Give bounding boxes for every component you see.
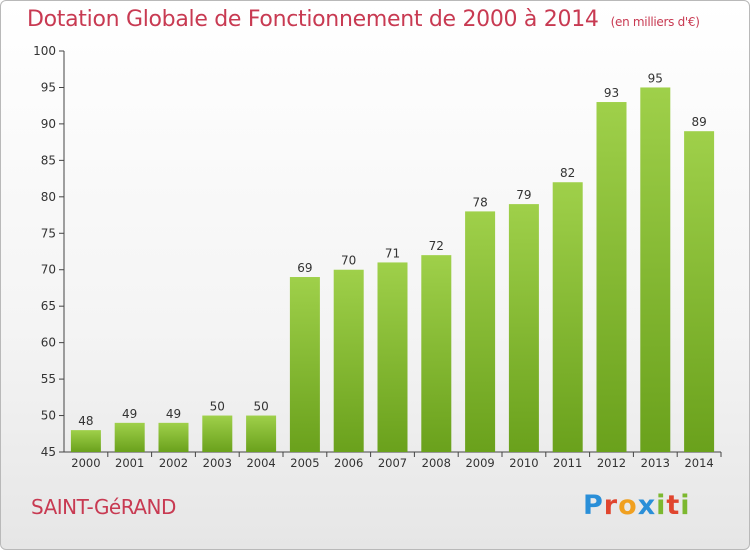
commune-name: SAINT-GéRAND xyxy=(31,495,176,519)
bar xyxy=(465,211,496,452)
x-tick-label: 2003 xyxy=(203,456,232,470)
y-tick-label: 100 xyxy=(33,44,56,58)
bar-value-label: 78 xyxy=(472,195,487,209)
bar-value-label: 70 xyxy=(341,254,356,268)
x-tick-label: 2011 xyxy=(553,456,582,470)
y-tick-label: 80 xyxy=(41,190,56,204)
bar-value-label: 72 xyxy=(429,239,444,253)
logo-letter: x xyxy=(637,490,657,521)
y-tick-label: 65 xyxy=(41,299,56,313)
bar xyxy=(246,415,277,452)
x-tick-label: 2001 xyxy=(115,456,144,470)
logo-letter: t xyxy=(666,490,681,521)
y-tick-label: 45 xyxy=(41,445,56,459)
x-tick-label: 2013 xyxy=(641,456,670,470)
bar xyxy=(333,269,364,452)
bar-value-label: 93 xyxy=(604,86,619,100)
chart-title-text: Dotation Globale de Fonctionnement de 20… xyxy=(27,7,599,32)
proxiti-logo[interactable]: Proxiti xyxy=(583,490,691,521)
bar-value-label: 48 xyxy=(78,414,93,428)
x-tick-label: 2009 xyxy=(465,456,494,470)
logo-letter: o xyxy=(618,490,638,521)
logo-letter: r xyxy=(603,490,619,521)
y-tick-label: 85 xyxy=(41,153,56,167)
x-tick-label: 2002 xyxy=(159,456,188,470)
y-tick-label: 60 xyxy=(41,336,56,350)
x-tick-label: 2006 xyxy=(334,456,363,470)
x-tick-label: 2000 xyxy=(71,456,100,470)
bar-value-label: 50 xyxy=(210,400,225,414)
bar-value-label: 69 xyxy=(297,261,312,275)
x-tick-label: 2012 xyxy=(597,456,626,470)
bar-value-label: 95 xyxy=(648,71,663,85)
bar xyxy=(202,415,233,452)
logo-letter: i xyxy=(680,490,691,521)
bar-value-label: 82 xyxy=(560,166,575,180)
bar-value-label: 89 xyxy=(691,115,706,129)
y-tick-label: 55 xyxy=(41,372,56,386)
y-tick-label: 75 xyxy=(41,226,56,240)
x-tick-label: 2014 xyxy=(684,456,713,470)
bar xyxy=(377,262,408,452)
x-tick-label: 2010 xyxy=(509,456,538,470)
bar xyxy=(70,430,101,452)
y-tick-label: 95 xyxy=(41,80,56,94)
bar-value-label: 50 xyxy=(253,400,268,414)
bar xyxy=(640,87,671,453)
bar xyxy=(596,102,627,452)
x-tick-label: 2008 xyxy=(422,456,451,470)
logo-letter: P xyxy=(583,490,604,521)
logo-letter: i xyxy=(656,490,667,521)
bar-value-label: 71 xyxy=(385,246,400,260)
bar xyxy=(421,255,452,452)
bar xyxy=(114,422,145,452)
x-tick-label: 2004 xyxy=(246,456,275,470)
bar xyxy=(158,422,189,452)
chart-title: Dotation Globale de Fonctionnement de 20… xyxy=(27,7,700,32)
bar xyxy=(684,131,715,452)
y-tick-label: 70 xyxy=(41,263,56,277)
x-tick-label: 2007 xyxy=(378,456,407,470)
bar xyxy=(289,277,320,452)
bar xyxy=(552,182,583,452)
y-tick-label: 50 xyxy=(41,409,56,423)
x-tick-label: 2005 xyxy=(290,456,319,470)
chart-subtitle: (en milliers d'€) xyxy=(610,15,700,29)
bar-value-label: 79 xyxy=(516,188,531,202)
bar-value-label: 49 xyxy=(122,407,137,421)
bar xyxy=(508,204,539,452)
bar-value-label: 49 xyxy=(166,407,181,421)
y-tick-label: 90 xyxy=(41,117,56,131)
